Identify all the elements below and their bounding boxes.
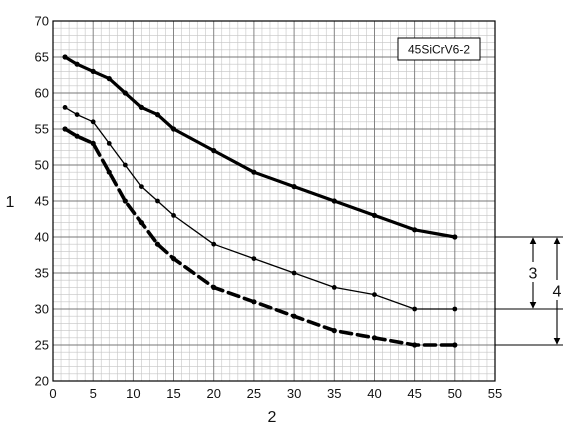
series-1-point [106, 76, 112, 82]
x-tick-label: 45 [407, 386, 421, 401]
series-2 [62, 105, 458, 312]
series-2-point [251, 256, 257, 261]
legend-frame [397, 37, 481, 61]
x-tick-label: 5 [90, 386, 97, 401]
series-2-point [155, 198, 160, 204]
y-tick-label: 30 [35, 302, 49, 317]
series-3-point [251, 299, 257, 305]
series-1-point [452, 234, 458, 240]
major-grid [52, 20, 496, 382]
series-1-point [62, 54, 68, 60]
y-tick-label: 60 [35, 86, 49, 101]
annotation-label-3: 3 [529, 266, 538, 283]
y-tick-label: 50 [35, 158, 49, 173]
y-tick-label: 40 [35, 230, 49, 245]
series-1 [62, 54, 458, 240]
y-tick-label: 55 [35, 122, 49, 137]
series-2-point [62, 105, 68, 110]
series-2-point [139, 184, 144, 190]
series-1-point [138, 104, 144, 110]
series-2-point [171, 213, 176, 218]
series-1-line [63, 55, 457, 239]
series-2-point [211, 241, 217, 247]
series-1-point [371, 212, 378, 218]
series-3 [62, 126, 458, 348]
x-axis-label: 2 [268, 409, 277, 426]
series-3-point [62, 126, 68, 132]
x-tick-label: 10 [126, 386, 140, 401]
series-3-point [452, 342, 458, 348]
x-tick-label: 30 [287, 386, 301, 401]
x-tick-label: 20 [206, 386, 220, 401]
series-1-point [154, 112, 161, 118]
series-3-point [154, 241, 161, 247]
x-tick-label: 0 [49, 386, 56, 401]
plot-frame [52, 20, 496, 382]
series-3-point [170, 256, 177, 262]
series-layer [62, 54, 458, 348]
series-2-point [90, 119, 96, 125]
y-tick-label: 20 [35, 374, 49, 389]
series-2-point [412, 306, 418, 312]
series-3-point [412, 342, 418, 348]
x-axis-ticks: 0 5 10 15 20 25 30 35 40 45 50 55 [49, 386, 502, 401]
series-2-point [122, 162, 128, 168]
y-tick-label: 25 [35, 338, 49, 353]
series-3-point [291, 313, 297, 319]
legend-label: 45SiCrV6-2 [408, 43, 470, 57]
series-3-point [90, 140, 96, 146]
y-tick-label: 65 [35, 50, 49, 65]
series-2-point [331, 285, 337, 290]
series-2-point [106, 141, 112, 146]
x-tick-label: 55 [488, 386, 502, 401]
series-1-point [331, 198, 337, 204]
y-axis-ticks: 20 25 30 35 40 45 50 55 60 65 70 [35, 14, 49, 389]
annotation-label-bg [549, 280, 565, 300]
series-1-point [122, 90, 128, 96]
x-tick-label: 50 [448, 386, 462, 401]
series-1-point [74, 61, 80, 67]
y-axis-label: 1 [6, 194, 15, 211]
series-1-point [211, 148, 217, 154]
range-annotations: 34 [495, 236, 565, 346]
annotation-label-4: 4 [553, 284, 562, 301]
series-3-point [138, 220, 144, 226]
y-tick-label: 70 [35, 14, 49, 29]
annotation-label-bg [525, 262, 541, 282]
series-3-point [122, 198, 128, 204]
y-tick-label: 45 [35, 194, 49, 209]
series-2-point [74, 112, 80, 117]
series-3-point [371, 335, 378, 341]
y-tick-label: 35 [35, 266, 49, 281]
x-tick-label: 40 [367, 386, 381, 401]
series-1-point [291, 184, 297, 190]
series-3-point [106, 169, 112, 175]
series-1-point [170, 126, 177, 132]
x-tick-label: 35 [327, 386, 341, 401]
series-1-point [412, 227, 418, 233]
legend-box: 45SiCrV6-2 [397, 37, 481, 61]
series-3-point [331, 328, 337, 334]
series-2-point [372, 292, 377, 297]
series-3-point [211, 284, 217, 290]
x-tick-label: 25 [247, 386, 261, 401]
series-1-point [90, 68, 96, 74]
series-2-point [291, 270, 297, 276]
series-1-point [251, 169, 257, 175]
x-tick-label: 15 [166, 386, 180, 401]
series-2-point [452, 306, 458, 312]
series-3-point [74, 133, 80, 139]
